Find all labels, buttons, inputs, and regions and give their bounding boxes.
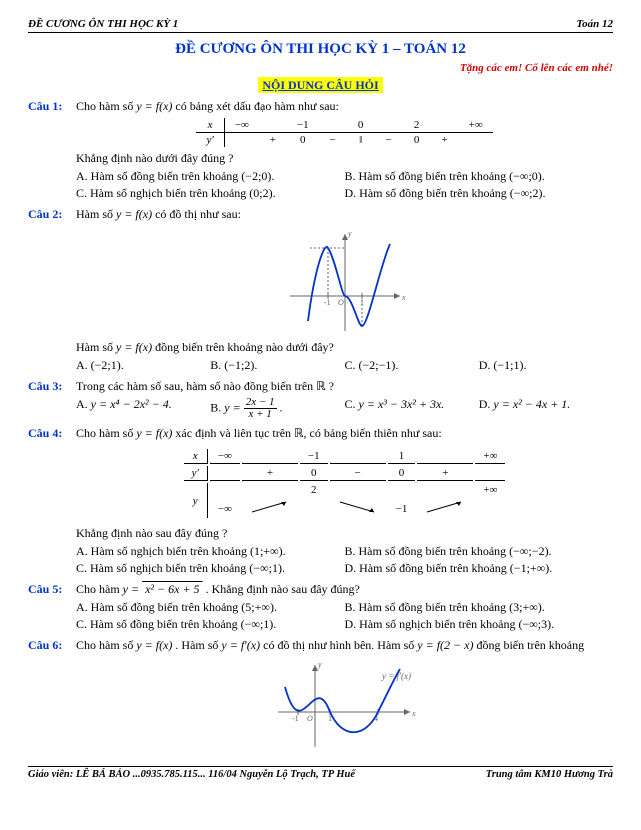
q4-text-a: Cho hàm số [76,426,136,440]
q1-sign-table: x −∞ −1 0 2 +∞ y′ + 0 − ‖ [196,118,492,147]
svg-text:-1: -1 [292,714,299,723]
q5-fx: y = x² − 6x + 5 [123,582,203,596]
q1-fx: y = f(x) [136,99,172,113]
q1-num: Câu 1: [28,99,76,204]
q3-opt-d: D. y = x² − 4x + 1. [479,396,613,421]
svg-text:x: x [401,293,406,302]
q4-opt-b: B. Hàm số đồng biến trên khoảng (−∞;−2). [345,543,614,560]
footer-left: Giáo viên: LÊ BÁ BẢO ...0935.785.115... … [28,769,355,780]
section-head-text: NỘI DUNG CÂU HỎI [258,77,382,93]
section-head: NỘI DUNG CÂU HỎI [28,78,613,93]
q5-opt-b: B. Hàm số đồng biến trên khoảng (3;+∞). [345,599,614,616]
q2-fx: y = f(x) [116,207,152,221]
q1-opt-c: C. Hàm số nghịch biến trên khoảng (0;2). [76,185,345,202]
question-6: Câu 6: Cho hàm số y = f(x) . Hàm số y = … [28,638,613,756]
q4-fx: y = f(x) [136,426,172,440]
q6-text-b: . Hàm số [175,638,221,652]
header-right: Toán 12 [576,18,613,30]
question-5: Câu 5: Cho hàm y = x² − 6x + 5 . Khẳng đ… [28,582,613,635]
q2-opt-a: A. (−2;1). [76,357,210,374]
q4-opt-a: A. Hàm số nghịch biến trên khoảng (1;+∞)… [76,543,345,560]
q1-text-a: Cho hàm số [76,99,136,113]
question-3: Câu 3: Trong các hàm số sau, hàm số nào … [28,379,613,423]
q2-fx2: y = f(x) [116,340,152,354]
q3-text: Trong các hàm số sau, hàm số nào đồng bi… [76,379,613,394]
q3-num: Câu 3: [28,379,76,423]
footer-right: Trung tâm KM10 Hương Trà [486,769,613,780]
q2-graph: x y O -1 1 [280,226,410,336]
q6-fx1: y = f(x) [136,638,172,652]
q5-opt-c: C. Hàm số đồng biến trên khoảng (−∞;1). [76,616,345,633]
question-4: Câu 4: Cho hàm số y = f(x) xác định và l… [28,426,613,579]
svg-text:y = f′(x): y = f′(x) [381,671,411,681]
q2-prompt-b: đồng biến trên khoảng nào dưới đây? [155,340,334,354]
q2-opt-b: B. (−1;2). [210,357,344,374]
svg-text:O: O [338,298,344,307]
q3-opt-c: C. y = x³ − 3x² + 3x. [345,396,479,421]
svg-text:x: x [411,709,416,718]
svg-text:y: y [317,660,322,669]
q6-text-c: có đồ thị như hình bên. Hàm số [263,638,417,652]
page-title: ĐỀ CƯƠNG ÔN THI HỌC KỲ 1 – TOÁN 12 [28,41,613,58]
q4-opt-d: D. Hàm số đồng biến trên khoảng (−1;+∞). [345,560,614,577]
q2-text-b: có đồ thị như sau: [155,207,241,221]
q5-text-b: . Khẳng định nào sau đây đúng? [206,582,360,596]
q1-opt-a: A. Hàm số đồng biến trên khoảng (−2;0). [76,168,345,185]
question-2: Câu 2: Hàm số y = f(x) có đồ thị như sau… [28,207,613,376]
q5-opt-d: D. Hàm số nghịch biến trên khoảng (−∞;3)… [345,616,614,633]
q5-text-a: Cho hàm [76,582,123,596]
q6-num: Câu 6: [28,638,76,756]
q6-fx3: y = f(2 − x) [417,638,473,652]
q4-opt-c: C. Hàm số nghịch biến trên khoảng (−∞;1)… [76,560,345,577]
q1-text-b: có bảng xét dấu đạo hàm như sau: [175,99,338,113]
q4-num: Câu 4: [28,426,76,579]
q4-text-b: xác định và liên tục trên ℝ, có bảng biế… [175,426,441,440]
q2-text-a: Hàm số [76,207,116,221]
q6-graph: x y O -1 1 4 y = f′(x) [270,657,420,752]
question-1: Câu 1: Cho hàm số y = f(x) có bảng xét d… [28,99,613,204]
q1-opt-d: D. Hàm số đồng biến trên khoảng (−∞;2). [345,185,614,202]
q3-opt-a: A. y = x⁴ − 2x² − 4. [76,396,210,421]
q1-opt-b: B. Hàm số đồng biến trên khoảng (−∞;0). [345,168,614,185]
q1-prompt: Khẳng định nào dưới đây đúng ? [76,151,613,166]
q2-opt-d: D. (−1;1). [479,357,613,374]
svg-text:O: O [307,714,313,723]
q2-opt-c: C. (−2;−1). [345,357,479,374]
q4-var-table: x −∞ −1 1 +∞ y′ + 0 − 0 + [182,447,508,520]
q5-opt-a: A. Hàm số đồng biến trên khoảng (5;+∞). [76,599,345,616]
q2-num: Câu 2: [28,207,76,376]
q4-prompt: Khẳng định nào sau đây đúng ? [76,526,613,541]
q2-prompt-a: Hàm số [76,340,116,354]
svg-text:y: y [347,229,352,238]
q6-text-d: đồng biến trên khoảng [476,638,584,652]
svg-text:-1: -1 [324,298,331,307]
q6-fx2: y = f′(x) [221,638,260,652]
q6-text-a: Cho hàm số [76,638,136,652]
q3-opt-b: B. y = 2x − 1x + 1 . [210,396,344,421]
q5-num: Câu 5: [28,582,76,635]
page-header: ĐỀ CƯƠNG ÔN THI HỌC KỲ 1 Toán 12 [28,18,613,33]
header-left: ĐỀ CƯƠNG ÔN THI HỌC KỲ 1 [28,18,178,30]
page-subtitle: Tặng các em! Cố lên các em nhé! [28,62,613,74]
page-footer: Giáo viên: LÊ BÁ BẢO ...0935.785.115... … [28,766,613,780]
